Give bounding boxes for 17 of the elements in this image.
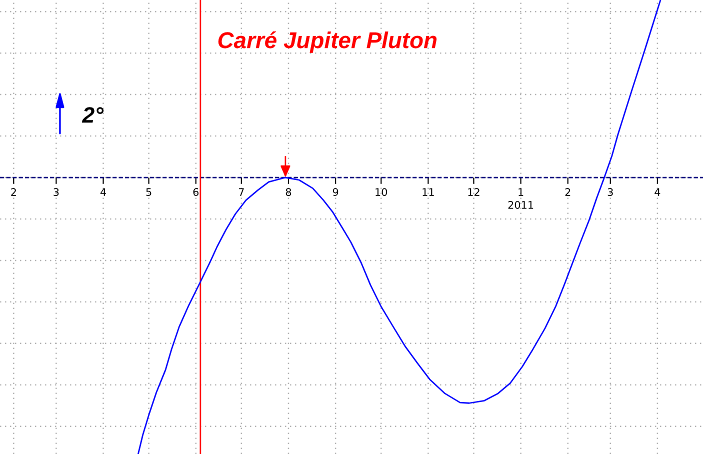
x-tick-label: 2 [11,188,16,196]
x-tick-label: 2 [565,188,570,196]
x-tick-label: 10 [376,188,388,196]
x-tick-label: 3 [54,188,59,196]
x-tick-label: 7 [238,188,244,196]
x-tick-label: 5 [146,188,152,196]
x-tick-label: 6 [193,188,199,196]
x-tick-label: 4 [100,188,106,196]
x-tick-label: 12 [468,188,480,196]
annotation: 2° [82,107,104,123]
x-tick-label: 11 [422,188,434,196]
x-tick-label: 9 [332,188,338,196]
x-tick-label: 3 [608,188,613,196]
x-tick-label: 4 [654,188,660,196]
text: Carré Jupiter Pluton [218,31,437,53]
x-tick-label: 1 2011 [508,188,534,209]
x-tick-label: 8 [286,188,292,196]
